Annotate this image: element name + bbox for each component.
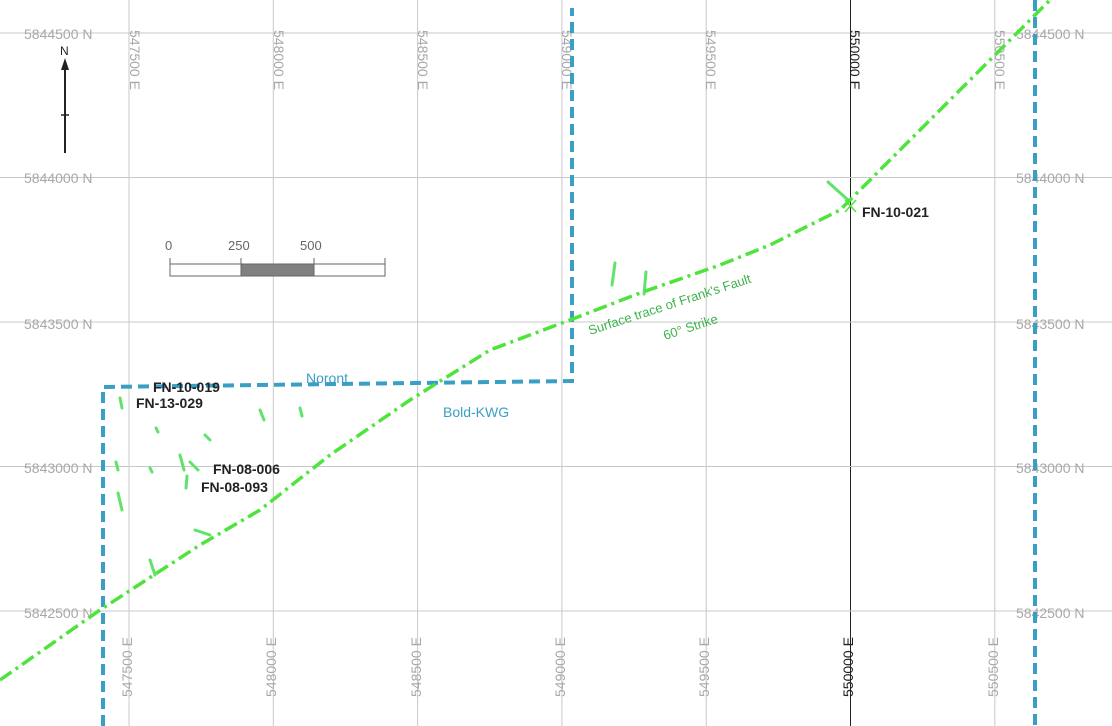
drill-hole-label: FN-13-029 [136,395,203,411]
north-arrow-icon: N [60,44,69,153]
scale-bar: 0 250 500 [165,238,386,277]
northing-label-left: 5844000 N [24,170,93,186]
easting-label-top: 550000 E [847,30,863,90]
drill-hole-label: FN-10-021 [862,204,929,220]
claim-label-bold-kwg: Bold-KWG [443,404,509,420]
drill-hole-label: FN-08-093 [201,479,268,495]
northing-label-right: 5844000 N [1016,170,1085,186]
claim-boundary-noront [101,8,574,726]
northing-label-left: 5843500 N [24,316,93,332]
fault-trace [0,0,1052,682]
scale-tick-label: 0 [165,238,172,253]
easting-label-top: 548000 E [271,30,287,90]
easting-label-top: 547500 E [127,30,143,90]
northing-label-right: 5843000 N [1016,460,1085,476]
easting-label-bottom: 549500 E [696,637,712,697]
northing-label-right: 5844500 N [1016,26,1085,42]
easting-label-top: 548500 E [415,30,431,90]
drill-hole-marker-icon [844,199,857,213]
drill-hole-label: FN-10-019 [153,379,220,395]
northing-grid-lines [0,32,1112,612]
easting-label-bottom: 547500 E [119,637,135,697]
easting-label-top: 550500 E [992,30,1008,90]
northing-label-right: 5842500 N [1016,605,1085,621]
northing-label-left: 5844500 N [24,26,93,42]
scale-tick-label: 500 [300,238,322,253]
north-arrow-label: N [60,44,69,58]
easting-label-bottom: 550500 E [985,637,1001,697]
drill-hole-markers [844,199,857,213]
outcrop-traces [114,180,850,577]
northing-label-left: 5842500 N [24,605,93,621]
easting-label-bottom: 549000 E [552,637,568,697]
easting-label-top: 549500 E [703,30,719,90]
easting-label-bottom: 550000 E [840,637,856,697]
scale-tick-label: 250 [228,238,250,253]
claim-label-noront: Noront [306,370,348,386]
northing-label-left: 5843000 N [24,460,93,476]
easting-label-bottom: 548000 E [263,637,279,697]
drill-hole-label: FN-08-006 [213,461,280,477]
easting-grid-lines [128,0,996,726]
easting-label-bottom: 548500 E [408,637,424,697]
northing-label-right: 5843500 N [1016,316,1085,332]
